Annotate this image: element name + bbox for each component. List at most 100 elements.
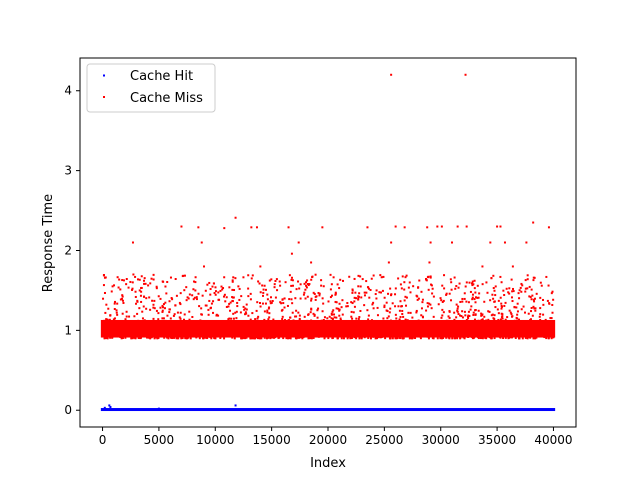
cache-miss-point <box>200 241 203 244</box>
cache-miss-point <box>445 293 448 296</box>
cache-miss-point <box>107 328 110 331</box>
cache-miss-point <box>121 294 124 297</box>
cache-miss-point <box>247 314 250 317</box>
cache-miss-point <box>464 322 467 325</box>
cache-miss-point <box>494 328 497 331</box>
cache-miss-point <box>490 325 493 328</box>
cache-miss-point <box>187 327 190 330</box>
cache-miss-point <box>403 281 406 284</box>
cache-miss-point <box>331 310 334 313</box>
cache-miss-point <box>332 309 335 312</box>
data-points <box>101 73 555 411</box>
cache-miss-point <box>474 313 477 316</box>
cache-miss-point <box>516 320 519 323</box>
cache-miss-point <box>544 334 547 337</box>
cache-miss-point <box>176 321 179 324</box>
cache-miss-point <box>224 330 227 333</box>
cache-miss-point <box>350 315 353 318</box>
cache-miss-point <box>352 311 355 314</box>
cache-miss-point <box>102 334 105 337</box>
cache-miss-point <box>200 327 203 330</box>
cache-miss-point <box>426 302 429 305</box>
cache-miss-point <box>102 284 105 287</box>
cache-miss-point <box>149 324 152 327</box>
cache-miss-point <box>357 285 360 288</box>
cache-miss-point <box>152 303 155 306</box>
cache-miss-point <box>141 325 144 328</box>
cache-miss-point <box>500 324 503 327</box>
cache-miss-point <box>415 309 418 312</box>
cache-miss-point <box>550 292 553 295</box>
cache-miss-point <box>459 337 462 340</box>
cache-miss-point <box>224 300 227 303</box>
cache-miss-point <box>412 285 415 288</box>
cache-miss-point <box>339 278 342 281</box>
cache-miss-point <box>510 332 513 335</box>
cache-miss-point <box>438 335 441 338</box>
cache-miss-point <box>461 300 464 303</box>
cache-miss-point <box>231 330 234 333</box>
cache-miss-point <box>493 318 496 321</box>
cache-miss-point <box>369 337 372 340</box>
cache-miss-point <box>473 287 476 290</box>
cache-miss-point <box>214 293 217 296</box>
cache-miss-point <box>346 305 349 308</box>
cache-miss-point <box>290 325 293 328</box>
x-tick-label: 10000 <box>196 433 234 447</box>
cache-miss-point <box>157 318 160 321</box>
cache-miss-point <box>389 287 392 290</box>
cache-miss-point <box>320 284 323 287</box>
cache-miss-point <box>532 276 535 279</box>
cache-miss-point <box>480 331 483 334</box>
y-axis-label: Response Time <box>41 194 56 292</box>
cache-miss-point <box>487 324 490 327</box>
cache-miss-point <box>335 301 338 304</box>
cache-miss-point <box>486 332 489 335</box>
cache-miss-point <box>290 284 293 287</box>
cache-miss-point <box>436 337 439 340</box>
cache-miss-point <box>532 337 535 340</box>
cache-miss-point <box>372 307 375 310</box>
cache-miss-point <box>408 324 411 327</box>
cache-miss-point <box>482 329 485 332</box>
cache-miss-point <box>271 336 274 339</box>
cache-miss-point <box>254 331 257 334</box>
cache-miss-point <box>142 305 145 308</box>
cache-miss-point <box>287 226 290 229</box>
cache-miss-point <box>417 333 420 336</box>
cache-miss-point <box>180 225 183 228</box>
cache-miss-point <box>463 329 466 332</box>
cache-miss-point <box>240 335 243 338</box>
cache-miss-point <box>270 336 273 339</box>
cache-miss-point <box>277 325 280 328</box>
cache-miss-point <box>329 326 332 329</box>
cache-miss-point <box>227 305 230 308</box>
cache-miss-point <box>429 276 432 279</box>
cache-miss-point <box>134 295 137 298</box>
cache-miss-point <box>152 278 155 281</box>
cache-miss-point <box>113 302 116 305</box>
cache-miss-point <box>242 305 245 308</box>
cache-miss-point <box>379 324 382 327</box>
cache-miss-point <box>430 322 433 325</box>
cache-miss-point <box>149 308 152 311</box>
cache-miss-point <box>103 319 106 322</box>
cache-miss-point <box>232 276 235 279</box>
cache-miss-point <box>550 317 553 320</box>
cache-miss-point <box>165 292 168 295</box>
cache-miss-point <box>401 275 404 278</box>
cache-miss-point <box>511 290 514 293</box>
cache-miss-point <box>306 283 309 286</box>
cache-miss-point <box>220 330 223 333</box>
cache-miss-point <box>233 335 236 338</box>
cache-miss-point <box>417 297 420 300</box>
cache-miss-point <box>242 336 245 339</box>
cache-miss-point <box>228 302 231 305</box>
cache-miss-point <box>404 276 407 279</box>
cache-miss-point <box>530 310 533 313</box>
cache-miss-point <box>490 277 493 280</box>
cache-miss-point <box>113 317 116 320</box>
cache-miss-point <box>294 315 297 318</box>
cache-miss-point <box>368 296 371 299</box>
cache-miss-point <box>353 305 356 308</box>
